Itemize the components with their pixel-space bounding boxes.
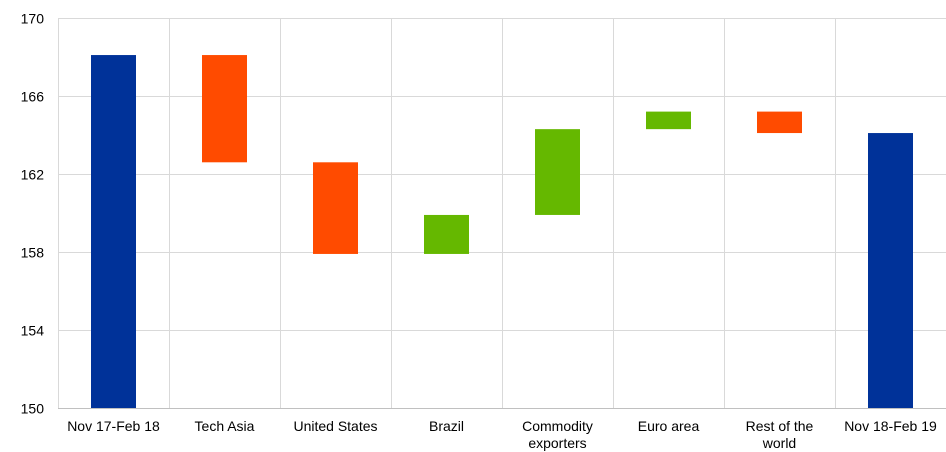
bar-increase [424, 214, 469, 254]
y-tick-label: 166 [21, 89, 45, 105]
x-category-label: Rest of the [746, 418, 814, 434]
x-category-label: Nov 17-Feb 18 [67, 418, 160, 434]
bar-decrease [757, 111, 802, 134]
y-tick-label: 170 [21, 11, 45, 27]
x-category-label: Euro area [638, 418, 700, 434]
x-axis-category-labels: Nov 17-Feb 18 Tech Asia United States Brazi… [67, 418, 937, 451]
x-category-label: Commodity [522, 418, 593, 434]
y-tick-label: 158 [21, 245, 45, 261]
bars [91, 55, 913, 409]
y-axis-tick-labels: 150 154 158 162 166 170 [21, 11, 45, 417]
x-category-label: Tech Asia [195, 418, 255, 434]
x-category-label: United States [293, 418, 377, 434]
gridlines [58, 18, 946, 409]
bar-decrease [313, 162, 358, 254]
x-category-label: Brazil [429, 418, 464, 434]
bar-total [868, 133, 913, 409]
y-tick-label: 150 [21, 401, 45, 417]
bar-increase [646, 111, 691, 130]
bar-total [91, 55, 136, 409]
y-tick-label: 162 [21, 167, 45, 183]
x-category-label: exporters [528, 435, 586, 451]
x-category-label: world [762, 435, 796, 451]
bar-increase [535, 129, 580, 215]
x-category-label: Nov 18-Feb 19 [844, 418, 937, 434]
y-tick-label: 154 [21, 323, 45, 339]
bar-decrease [202, 55, 247, 163]
